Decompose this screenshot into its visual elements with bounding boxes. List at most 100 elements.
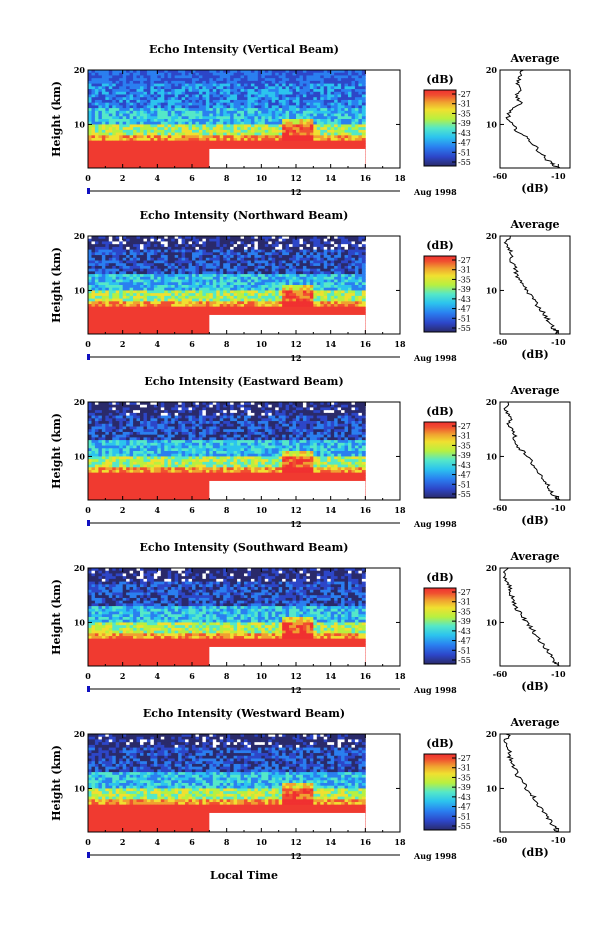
average-y-tick-label: 20 [486, 563, 498, 573]
colorbar-tick-label: -51 [458, 480, 471, 489]
date-marker-start [87, 520, 90, 526]
colorbar-tick-label: -47 [458, 305, 471, 314]
date-marker-start [87, 188, 90, 194]
x-tick-label: 10 [256, 173, 268, 183]
colorbar-tick-label: -51 [458, 148, 471, 157]
average-x-tick-label: -10 [551, 669, 566, 679]
y-axis-label: Height (km) [50, 247, 63, 323]
average-profile-line [503, 235, 560, 335]
x-tick-label: 2 [120, 837, 126, 847]
colorbar-tick-label: -43 [458, 627, 471, 636]
x-tick-label: 16 [360, 837, 372, 847]
average-frame [499, 733, 571, 833]
panel-title: Echo Intensity (Westward Beam) [143, 707, 345, 720]
colorbar-tick-label: -39 [458, 451, 471, 460]
date-label: Aug 1998 [413, 685, 457, 695]
panel-title: Echo Intensity (Eastward Beam) [144, 375, 343, 388]
x-tick-label: 8 [224, 837, 230, 847]
average-x-tick-label: -60 [493, 835, 508, 845]
average-frame [499, 235, 571, 335]
colorbar [423, 421, 457, 499]
average-y-tick-label: 10 [486, 119, 498, 129]
panel-title: Echo Intensity (Northward Beam) [140, 209, 349, 222]
average-x-tick-label: -10 [551, 171, 566, 181]
average-x-tick-label: -60 [493, 171, 508, 181]
average-x-tick-label: -60 [493, 669, 508, 679]
date-marker-label: 12 [290, 353, 301, 363]
x-tick-label: 8 [224, 339, 230, 349]
panel-2: Echo Intensity (Northward Beam) 0 2 4 6 8 10 12… [50, 209, 571, 363]
x-tick-label: 0 [85, 173, 91, 183]
x-tick-label: 18 [394, 671, 406, 681]
colorbar-unit: (dB) [426, 73, 453, 86]
y-axis-label: Height (km) [50, 579, 63, 655]
x-tick-label: 14 [325, 173, 337, 183]
date-label: Aug 1998 [413, 519, 457, 529]
average-x-label: (dB) [521, 680, 548, 693]
x-tick-label: 18 [394, 837, 406, 847]
x-tick-label: 16 [360, 671, 372, 681]
date-marker-start [87, 852, 90, 858]
colorbar-tick-label: -47 [458, 139, 471, 148]
y-tick-label: 20 [74, 65, 86, 75]
average-profile-line [503, 733, 560, 833]
colorbar-unit: (dB) [426, 239, 453, 252]
x-tick-label: 10 [256, 505, 268, 515]
x-tick-label: 12 [290, 339, 301, 349]
x-tick-label: 4 [155, 173, 161, 183]
y-tick-label: 10 [74, 285, 86, 295]
average-frame [499, 401, 571, 501]
y-tick-label: 10 [74, 617, 86, 627]
y-axis-label: Height (km) [50, 413, 63, 489]
x-tick-label: 12 [290, 173, 301, 183]
date-marker-label: 12 [290, 187, 301, 197]
x-tick-label: 10 [256, 671, 268, 681]
average-x-tick-label: -10 [551, 337, 566, 347]
average-y-tick-label: 20 [486, 65, 498, 75]
x-tick-label: 4 [155, 505, 161, 515]
colorbar-tick-label: -43 [458, 295, 471, 304]
average-y-tick-label: 20 [486, 729, 498, 739]
average-y-tick-label: 10 [486, 617, 498, 627]
average-profile-line [505, 69, 561, 169]
date-marker-label: 12 [290, 685, 301, 695]
y-tick-label: 10 [74, 451, 86, 461]
x-axis-label: Local Time [210, 869, 278, 882]
y-tick-label: 20 [74, 729, 86, 739]
average-profile-line [502, 567, 560, 667]
x-tick-label: 8 [224, 173, 230, 183]
colorbar-tick-label: -47 [458, 637, 471, 646]
colorbar-unit: (dB) [426, 571, 453, 584]
average-y-tick-label: 10 [486, 285, 498, 295]
intensity-field [88, 402, 366, 501]
panel-title: Echo Intensity (Vertical Beam) [149, 43, 339, 56]
average-title: Average [509, 716, 559, 729]
average-x-label: (dB) [521, 514, 548, 527]
y-tick-label: 10 [74, 783, 86, 793]
colorbar-tick-label: -51 [458, 314, 471, 323]
date-marker-start [87, 354, 90, 360]
colorbar-tick-label: -27 [458, 422, 471, 431]
colorbar-tick-label: -43 [458, 793, 471, 802]
colorbar-tick-label: -51 [458, 646, 471, 655]
average-title: Average [509, 384, 559, 397]
colorbar-tick-label: -35 [458, 773, 471, 782]
average-x-tick-label: -10 [551, 503, 566, 513]
colorbar-tick-label: -39 [458, 783, 471, 792]
colorbar-tick-label: -31 [458, 266, 471, 275]
x-tick-label: 4 [155, 837, 161, 847]
x-tick-label: 8 [224, 505, 230, 515]
colorbar [423, 587, 457, 665]
colorbar-tick-label: -35 [458, 109, 471, 118]
panel-1: Echo Intensity (Vertical Beam) 0 2 4 6 8 10 12 1… [50, 43, 571, 197]
average-frame [499, 69, 571, 169]
x-tick-label: 0 [85, 505, 91, 515]
date-marker-label: 12 [290, 851, 301, 861]
x-tick-label: 10 [256, 837, 268, 847]
x-tick-label: 0 [85, 671, 91, 681]
intensity-field [88, 70, 366, 169]
x-tick-label: 6 [189, 339, 195, 349]
average-x-label: (dB) [521, 846, 548, 859]
x-tick-label: 2 [120, 505, 126, 515]
panel-4: Echo Intensity (Southward Beam) 0 2 4 6 8 10 12… [50, 541, 571, 695]
